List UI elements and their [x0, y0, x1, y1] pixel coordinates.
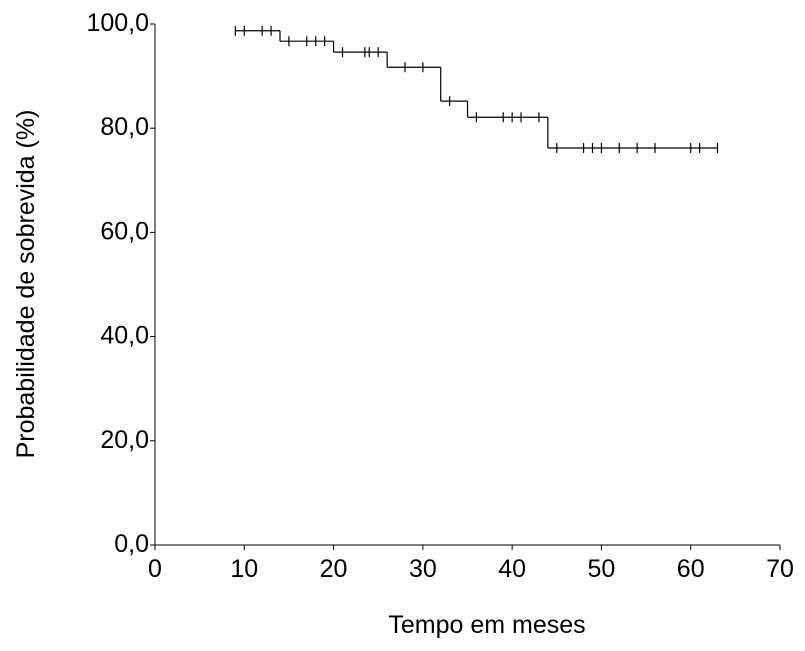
y-tick-label: 40,0	[100, 322, 149, 350]
y-axis-label: Probabilidade de sobrevida (%)	[12, 110, 40, 459]
y-tick-label: 100,0	[86, 9, 149, 37]
y-tick-label: 60,0	[100, 217, 149, 245]
x-tick-label: 70	[766, 555, 794, 583]
x-tick-label: 50	[588, 555, 616, 583]
y-tick-label: 80,0	[100, 113, 149, 141]
x-tick-label: 60	[677, 555, 705, 583]
y-tick-label: 0,0	[114, 530, 149, 558]
y-tick-label: 20,0	[100, 426, 149, 454]
x-tick-label: 40	[498, 555, 526, 583]
x-tick-label: 30	[409, 555, 437, 583]
x-axis-label: Tempo em meses	[388, 611, 585, 639]
x-tick-label: 10	[230, 555, 258, 583]
x-tick-label: 20	[320, 555, 348, 583]
x-tick-label: 0	[148, 555, 162, 583]
